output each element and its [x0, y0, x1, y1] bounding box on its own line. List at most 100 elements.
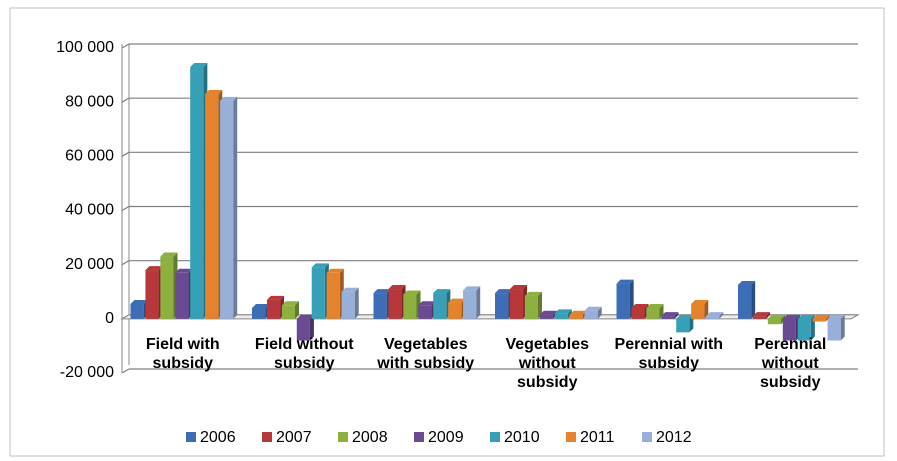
- y-tick-label: 40 000: [65, 202, 114, 219]
- bar-top: [782, 314, 800, 319]
- grid-line-side: [121, 151, 130, 157]
- legend-label: 2009: [428, 429, 464, 446]
- bar-side: [537, 291, 542, 319]
- bar-top: [190, 62, 208, 67]
- bar-side: [704, 299, 709, 319]
- bar: [205, 94, 219, 319]
- legend-swatch: [262, 432, 272, 442]
- bar-top: [767, 314, 785, 319]
- bar-side: [689, 314, 694, 333]
- bar: [646, 308, 660, 319]
- bar-side: [825, 314, 830, 322]
- bar: [160, 256, 174, 319]
- bar-top: [403, 290, 421, 295]
- bar-top: [646, 304, 664, 308]
- legend-label: 2007: [276, 429, 312, 446]
- bar: [220, 100, 234, 319]
- bar-side: [840, 314, 845, 341]
- bar: [554, 313, 568, 319]
- bar-top: [509, 285, 528, 290]
- bar: [281, 305, 295, 319]
- legend-swatch: [338, 432, 348, 442]
- bar-side: [233, 96, 238, 319]
- bar-top: [448, 298, 466, 303]
- grid-line-side: [121, 368, 130, 374]
- bar-top: [524, 291, 542, 296]
- bar: [509, 289, 524, 319]
- x-tick-label: Field with subsidy: [145, 336, 220, 372]
- bar: [130, 303, 144, 319]
- legend-label: 2011: [580, 429, 615, 446]
- legend-swatch: [414, 432, 424, 442]
- bar-top: [738, 280, 756, 285]
- bar: [524, 295, 538, 319]
- y-tick-label: 0: [105, 310, 114, 327]
- bar-side: [751, 280, 756, 319]
- bar-top: [691, 299, 709, 304]
- bar-top: [205, 90, 223, 95]
- bar: [266, 299, 281, 319]
- bar: [706, 316, 720, 319]
- legend-label: 2012: [656, 429, 692, 446]
- y-tick-label: -20 000: [60, 364, 114, 381]
- bar-top: [706, 312, 724, 317]
- bar-top: [281, 301, 299, 306]
- grid-line-side: [121, 43, 130, 49]
- bar: [448, 302, 462, 319]
- bar: [631, 308, 645, 319]
- bar-side: [766, 312, 771, 319]
- bar-top: [252, 304, 270, 308]
- y-tick-label: 80 000: [65, 93, 114, 110]
- bar: [827, 318, 841, 341]
- bar: [767, 318, 781, 325]
- bar: [145, 270, 159, 319]
- legend-label: 2006: [200, 429, 236, 446]
- bar: [661, 316, 675, 319]
- bar-top: [175, 268, 193, 273]
- bar-top: [495, 289, 513, 294]
- x-tick-label: Vegetables without subsidy: [505, 336, 590, 391]
- bar: [341, 291, 355, 319]
- bar-top: [554, 309, 572, 314]
- bar-top: [676, 314, 694, 319]
- bar-top: [812, 314, 830, 319]
- bar: [388, 289, 402, 319]
- bar-top: [539, 310, 557, 315]
- bar-top: [584, 306, 602, 311]
- bar: [691, 303, 705, 319]
- grid-line-side: [121, 205, 130, 212]
- bar: [797, 318, 811, 341]
- bar: [175, 272, 189, 319]
- grid-line-side: [121, 97, 130, 103]
- bar: [495, 293, 509, 319]
- bar: [676, 318, 690, 333]
- bar: [403, 294, 417, 319]
- bar: [311, 267, 325, 319]
- bar: [616, 283, 630, 319]
- y-tick-label: 60 000: [65, 148, 114, 165]
- legend-swatch: [566, 432, 576, 442]
- legend-label: 2008: [352, 429, 388, 446]
- bar-top: [160, 252, 178, 257]
- chart-frame: [9, 7, 885, 457]
- bar-top: [341, 287, 359, 292]
- bar: [584, 310, 598, 319]
- bar-top: [463, 286, 481, 291]
- bar-top: [752, 312, 771, 317]
- bar: [569, 314, 583, 319]
- x-tick-label: Field without subsidy: [254, 336, 354, 372]
- bar-top: [661, 312, 679, 317]
- bar-top: [326, 268, 344, 273]
- bar-top: [418, 301, 436, 306]
- bar-top: [433, 289, 451, 294]
- bar-top: [220, 96, 238, 101]
- y-tick-label: 100 000: [56, 39, 114, 56]
- bar: [433, 293, 447, 319]
- bar: [326, 272, 340, 319]
- bar: [738, 284, 752, 319]
- bar-side: [309, 314, 314, 341]
- bar-side: [294, 301, 299, 319]
- legend-label: 2010: [504, 429, 540, 446]
- bar-top: [631, 304, 649, 308]
